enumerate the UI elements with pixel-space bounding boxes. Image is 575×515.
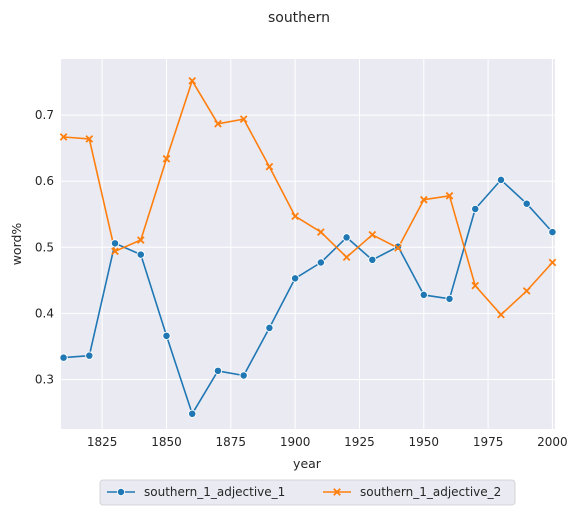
data-point-series-1 — [522, 199, 531, 208]
data-point-series-2 — [291, 212, 299, 221]
data-point-series-1 — [471, 204, 480, 214]
data-point-series-2 — [188, 76, 197, 85]
x-tick-label: 1825 — [87, 435, 118, 449]
data-point-series-1 — [419, 290, 428, 300]
data-point-series-2 — [497, 310, 505, 319]
data-point-series-2 — [59, 133, 68, 141]
data-point-series-2 — [214, 119, 222, 128]
x-tick-label: 1900 — [280, 435, 311, 449]
y-axis-ticks: 0.3 0.4 0.5 0.6 0.7 — [35, 108, 54, 386]
data-point-series-1 — [59, 353, 68, 362]
data-point-series-2 — [445, 191, 454, 200]
data-point-series-1 — [342, 233, 351, 242]
data-point-series-2 — [548, 258, 557, 267]
legend-frame — [99, 479, 516, 506]
x-tick-label: 1975 — [473, 435, 504, 449]
legend: southern_1_adjective_1 southern_1_adjecti… — [99, 479, 516, 506]
data-point-series-1 — [213, 366, 223, 376]
data-point-series-1 — [496, 175, 506, 185]
data-point-series-2 — [85, 135, 94, 143]
data-point-series-2 — [368, 230, 377, 239]
x-axis-label: year — [293, 456, 322, 471]
legend-label: southern_1_adjective_1 — [144, 485, 285, 499]
y-tick-label: 0.5 — [35, 240, 54, 254]
y-tick-label: 0.3 — [35, 372, 54, 386]
data-point-series-1 — [85, 351, 94, 360]
data-point-series-1 — [162, 331, 171, 340]
x-tick-label: 1925 — [344, 435, 375, 449]
data-point-series-1 — [188, 409, 197, 418]
x-tick-label: 2000 — [537, 435, 568, 449]
data-point-series-2 — [239, 115, 248, 123]
y-tick-label: 0.7 — [35, 108, 54, 122]
series-line-1 — [63, 179, 553, 415]
data-point-series-2 — [471, 281, 480, 290]
series-lines — [63, 80, 553, 415]
x-tick-label: 1950 — [409, 435, 440, 449]
data-point-series-2 — [419, 195, 428, 204]
x-tick-label: 1875 — [216, 435, 247, 449]
data-point-series-2 — [265, 162, 274, 171]
data-point-series-1 — [136, 250, 145, 259]
legend-label: southern_1_adjective_2 — [360, 485, 501, 499]
data-point-series-2 — [394, 244, 402, 252]
y-tick-label: 0.4 — [35, 306, 54, 320]
y-axis-label: word% — [9, 223, 24, 266]
data-point-series-1 — [316, 258, 326, 267]
legend-swatch-marker — [116, 487, 126, 497]
data-point-series-2 — [522, 287, 531, 295]
data-point-series-2 — [162, 154, 171, 163]
data-point-series-1 — [445, 294, 454, 303]
data-point-series-1 — [368, 255, 377, 265]
series-markers — [59, 76, 557, 418]
data-point-series-2 — [342, 253, 351, 262]
data-point-series-1 — [393, 242, 403, 251]
legend-swatch-marker — [333, 488, 341, 496]
x-tick-label: 1850 — [151, 435, 182, 449]
plot-background — [61, 59, 555, 429]
data-point-series-1 — [239, 371, 248, 380]
data-point-series-1 — [290, 274, 300, 283]
data-point-series-2 — [136, 236, 145, 244]
y-tick-label: 0.6 — [35, 174, 54, 188]
chart-title: southern — [268, 10, 330, 26]
data-point-series-2 — [111, 247, 119, 256]
data-point-series-2 — [317, 228, 325, 236]
data-point-series-1 — [548, 227, 557, 237]
series-line-2 — [63, 80, 553, 316]
data-point-series-1 — [265, 323, 274, 333]
x-axis-ticks: 1825 1850 1875 1900 1925 1950 1975 2000 — [87, 435, 568, 449]
data-point-series-1 — [110, 239, 120, 248]
